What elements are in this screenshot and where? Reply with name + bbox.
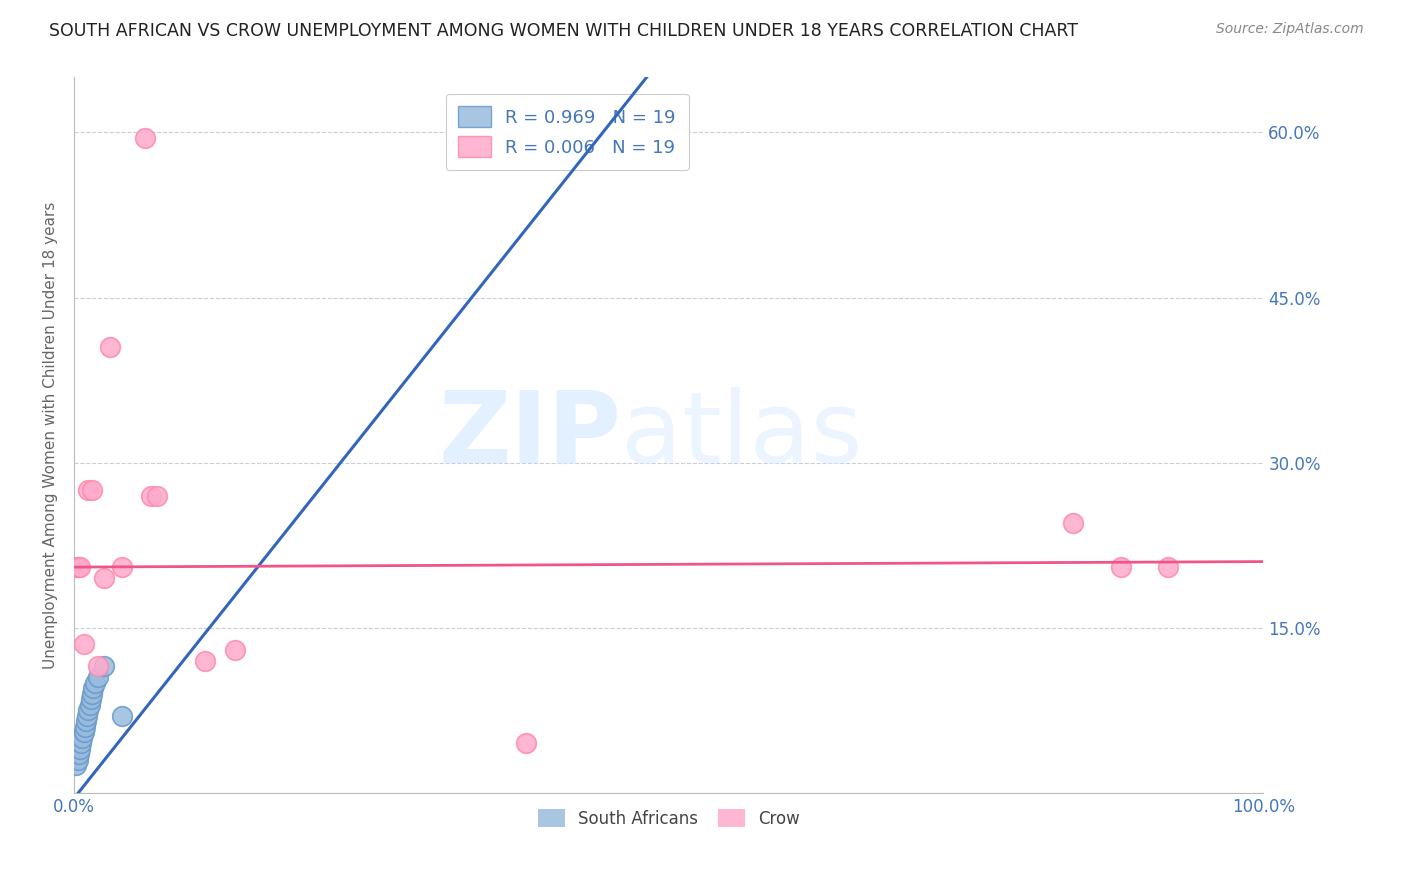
Legend: South Africans, Crow: South Africans, Crow [531,803,806,834]
Point [111,560,134,574]
Point [1062,516,1084,530]
Point [69,741,91,756]
Point [80,483,103,497]
Point [93,659,115,673]
Point [76,708,98,723]
Point [66,560,89,574]
Point [1109,560,1132,574]
Point [67,747,90,761]
Point [80,692,103,706]
Point [70,736,93,750]
Y-axis label: Unemployment Among Women with Children Under 18 years: Unemployment Among Women with Children U… [44,202,58,669]
Point [72,637,94,651]
Point [111,708,134,723]
Point [87,670,110,684]
Point [146,489,169,503]
Point [69,560,91,574]
Point [82,681,104,695]
Point [72,725,94,739]
Point [224,642,246,657]
Point [77,483,100,497]
Text: ZIP: ZIP [439,386,621,483]
Point [75,714,97,728]
Point [77,703,100,717]
Point [65,758,87,772]
Point [79,698,101,712]
Text: Source: ZipAtlas.com: Source: ZipAtlas.com [1216,22,1364,37]
Point [66,753,89,767]
Point [194,654,217,668]
Text: atlas: atlas [621,386,863,483]
Point [141,489,163,503]
Point [80,687,103,701]
Point [73,720,96,734]
Point [93,571,115,585]
Point [72,731,94,745]
Point [134,131,156,145]
Point [515,736,537,750]
Point [65,560,87,574]
Point [98,340,121,354]
Point [84,675,107,690]
Point [1157,560,1180,574]
Text: SOUTH AFRICAN VS CROW UNEMPLOYMENT AMONG WOMEN WITH CHILDREN UNDER 18 YEARS CORR: SOUTH AFRICAN VS CROW UNEMPLOYMENT AMONG… [49,22,1078,40]
Point [87,659,110,673]
